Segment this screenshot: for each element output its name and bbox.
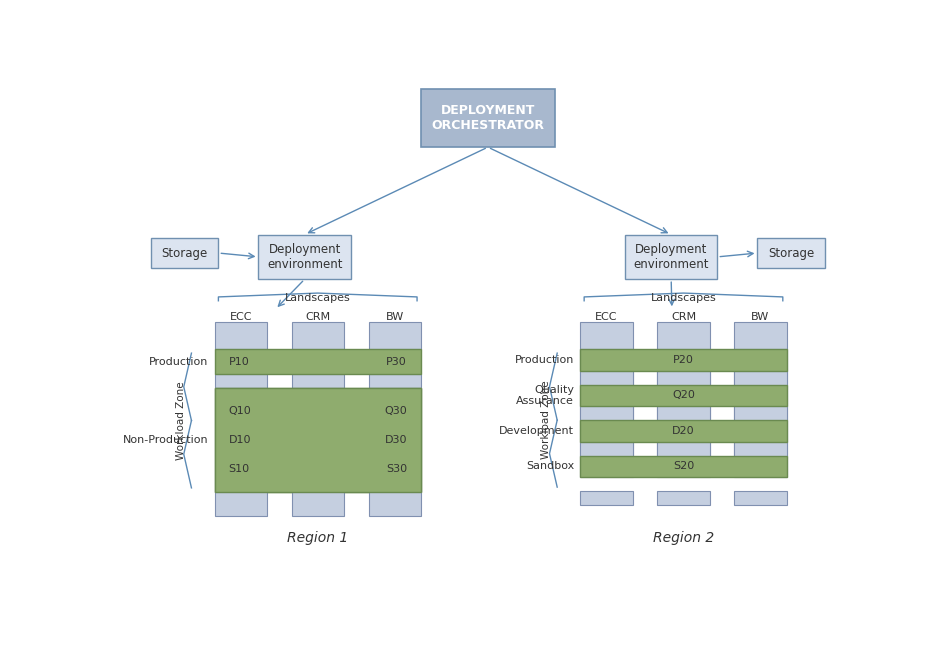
Bar (214, 388, 421, 492)
Text: BW: BW (386, 312, 404, 322)
Bar (291, 374, 344, 388)
Bar (657, 322, 709, 349)
Text: S20: S20 (673, 462, 694, 471)
Text: Storage: Storage (162, 246, 208, 259)
Bar (581, 420, 786, 441)
Text: Quality
Assurance: Quality Assurance (516, 385, 574, 406)
Bar (657, 491, 709, 505)
Text: Development: Development (499, 426, 574, 436)
Bar (581, 349, 633, 385)
Text: ECC: ECC (595, 312, 618, 322)
Bar (657, 349, 709, 385)
Text: Q20: Q20 (672, 391, 695, 400)
Text: Non-Production: Non-Production (123, 435, 208, 445)
Bar (150, 237, 218, 269)
Bar (368, 322, 421, 349)
Text: S10: S10 (228, 464, 249, 475)
Bar (625, 235, 718, 279)
Bar (758, 237, 825, 269)
Bar (581, 406, 633, 456)
Bar (291, 388, 344, 492)
Bar (368, 388, 421, 492)
Bar (214, 349, 421, 374)
Text: ECC: ECC (229, 312, 252, 322)
Bar (581, 349, 786, 371)
Bar (214, 388, 267, 492)
Text: Landscapes: Landscapes (285, 293, 350, 303)
Text: Deployment
environment: Deployment environment (633, 243, 709, 271)
Text: D10: D10 (228, 435, 251, 445)
Bar (734, 371, 786, 420)
Text: Storage: Storage (768, 246, 814, 259)
Text: Workload Zone: Workload Zone (176, 381, 186, 460)
Bar (291, 322, 344, 349)
Text: D20: D20 (672, 426, 695, 436)
Text: Q10: Q10 (228, 406, 251, 416)
Text: Production: Production (149, 357, 208, 366)
Text: Workload Zone: Workload Zone (542, 381, 551, 460)
Bar (581, 441, 633, 477)
Bar (291, 492, 344, 516)
Text: P10: P10 (228, 357, 249, 366)
Bar (581, 322, 633, 349)
Bar (368, 374, 421, 388)
Bar (421, 89, 555, 147)
Text: P30: P30 (387, 357, 407, 366)
Bar (734, 441, 786, 477)
Bar (734, 491, 786, 505)
Bar (214, 322, 267, 349)
Bar (214, 492, 267, 516)
Bar (734, 349, 786, 385)
Text: Production: Production (515, 355, 574, 365)
Bar (581, 491, 633, 505)
Text: CRM: CRM (306, 312, 330, 322)
Bar (734, 406, 786, 456)
Text: Q30: Q30 (385, 406, 407, 416)
Text: Landscapes: Landscapes (650, 293, 716, 303)
Text: P20: P20 (673, 355, 694, 365)
Bar (657, 371, 709, 420)
Text: BW: BW (751, 312, 769, 322)
Bar (657, 406, 709, 456)
Text: Deployment
environment: Deployment environment (267, 243, 343, 271)
Bar (581, 371, 633, 420)
Bar (657, 441, 709, 477)
Text: Region 2: Region 2 (653, 531, 714, 545)
Text: CRM: CRM (671, 312, 696, 322)
Bar (734, 322, 786, 349)
Text: DEPLOYMENT
ORCHESTRATOR: DEPLOYMENT ORCHESTRATOR (431, 104, 545, 132)
Text: Region 1: Region 1 (288, 531, 348, 545)
Text: S30: S30 (386, 464, 407, 475)
Bar (214, 374, 267, 388)
Bar (581, 456, 786, 477)
Text: D30: D30 (385, 435, 407, 445)
Bar (214, 388, 421, 492)
Bar (368, 492, 421, 516)
Bar (258, 235, 351, 279)
Text: Sandbox: Sandbox (526, 462, 574, 471)
Bar (581, 385, 786, 406)
